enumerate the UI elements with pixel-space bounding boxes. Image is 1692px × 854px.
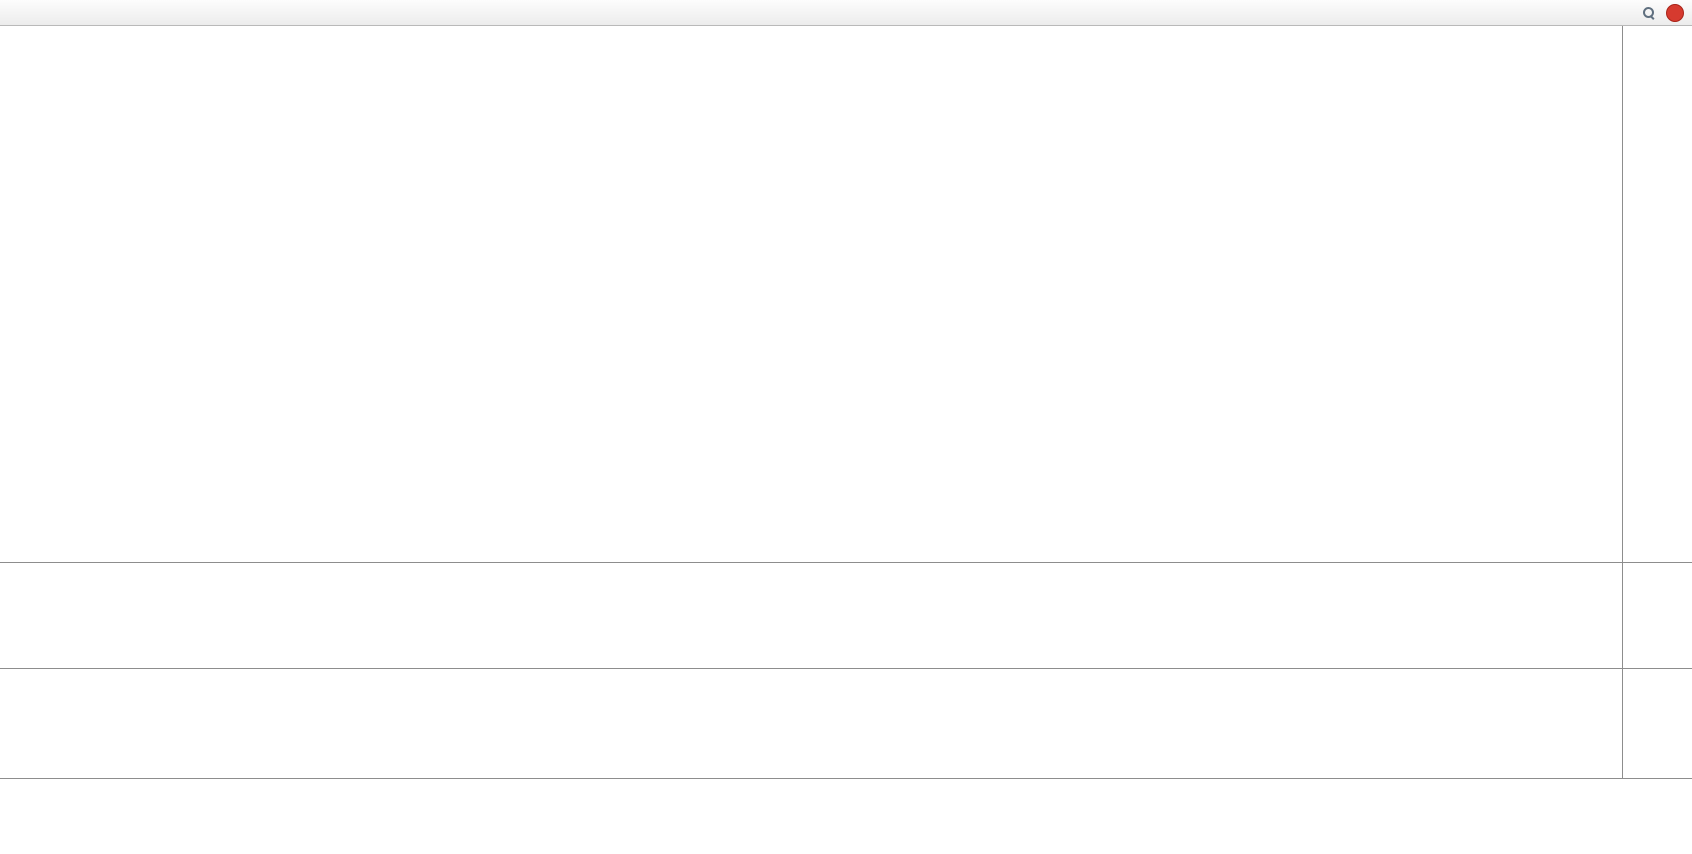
toolbar bbox=[0, 0, 1692, 26]
candlestick-chart[interactable] bbox=[0, 26, 1622, 562]
pane-separator[interactable] bbox=[0, 668, 1692, 669]
price-axis[interactable] bbox=[1622, 26, 1691, 778]
rsi-chart[interactable] bbox=[0, 668, 1622, 778]
pane-separator[interactable] bbox=[0, 562, 1692, 563]
search-icon bbox=[1641, 5, 1656, 20]
pane-separator bbox=[0, 778, 1692, 779]
notification-badge[interactable] bbox=[1666, 3, 1684, 22]
macd-chart[interactable] bbox=[0, 562, 1622, 668]
time-axis[interactable] bbox=[0, 778, 1692, 800]
rsi-pane[interactable] bbox=[0, 668, 1622, 778]
toolbar-right bbox=[1637, 2, 1688, 23]
macd-pane[interactable] bbox=[0, 562, 1622, 668]
main-chart-pane[interactable] bbox=[0, 26, 1622, 562]
search-button[interactable] bbox=[1637, 2, 1660, 23]
